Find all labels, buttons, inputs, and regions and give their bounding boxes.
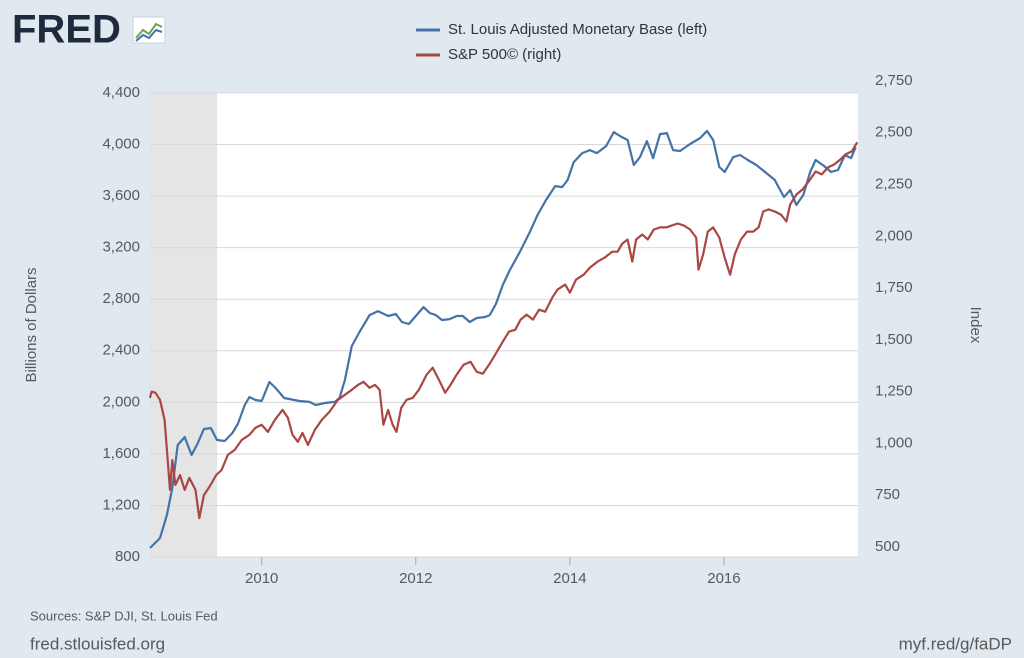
legend-label: St. Louis Adjusted Monetary Base (left) bbox=[448, 21, 707, 38]
y-tick-label: 1,600 bbox=[102, 445, 140, 462]
y2-tick-label: 1,500 bbox=[875, 331, 913, 348]
y-tick-label: 800 bbox=[115, 548, 140, 565]
y-axis-label: Billions of Dollars bbox=[23, 267, 40, 382]
y2-tick-label: 750 bbox=[875, 486, 900, 503]
y2-tick-label: 1,000 bbox=[875, 434, 913, 451]
y-tick-label: 2,000 bbox=[102, 393, 140, 410]
y2-tick-label: 2,500 bbox=[875, 124, 913, 141]
y-tick-label: 2,400 bbox=[102, 342, 140, 359]
y2-tick-label: 2,750 bbox=[875, 72, 913, 89]
series-line bbox=[148, 141, 859, 520]
legend-label: S&P 500© (right) bbox=[448, 46, 561, 63]
short-link: myf.red/g/faDP bbox=[899, 634, 1012, 653]
y2-tick-label: 1,250 bbox=[875, 383, 913, 400]
y2-tick-label: 2,000 bbox=[875, 227, 913, 244]
y-tick-label: 1,200 bbox=[102, 496, 140, 513]
x-tick-label: 2012 bbox=[399, 570, 432, 587]
x-tick-label: 2016 bbox=[707, 570, 740, 587]
site: fred.stlouisfed.org bbox=[30, 634, 165, 653]
x-tick-label: 2010 bbox=[245, 570, 278, 587]
y-tick-label: 4,000 bbox=[102, 136, 140, 153]
plot-area bbox=[150, 93, 858, 557]
recession-shade bbox=[150, 93, 218, 557]
y-tick-label: 3,600 bbox=[102, 187, 140, 204]
series-line bbox=[149, 129, 857, 549]
y-tick-label: 3,200 bbox=[102, 239, 140, 256]
y2-tick-label: 1,750 bbox=[875, 279, 913, 296]
y2-tick-label: 2,250 bbox=[875, 176, 913, 193]
logo: FRED bbox=[12, 8, 121, 52]
y2-axis-label: Index bbox=[967, 307, 984, 344]
source: Sources: S&P DJI, St. Louis Fed bbox=[30, 608, 218, 623]
logo-icon bbox=[132, 16, 166, 44]
y-tick-label: 4,400 bbox=[102, 84, 140, 101]
x-tick-label: 2014 bbox=[553, 570, 586, 587]
y-tick-label: 2,800 bbox=[102, 290, 140, 307]
y2-tick-label: 500 bbox=[875, 538, 900, 555]
